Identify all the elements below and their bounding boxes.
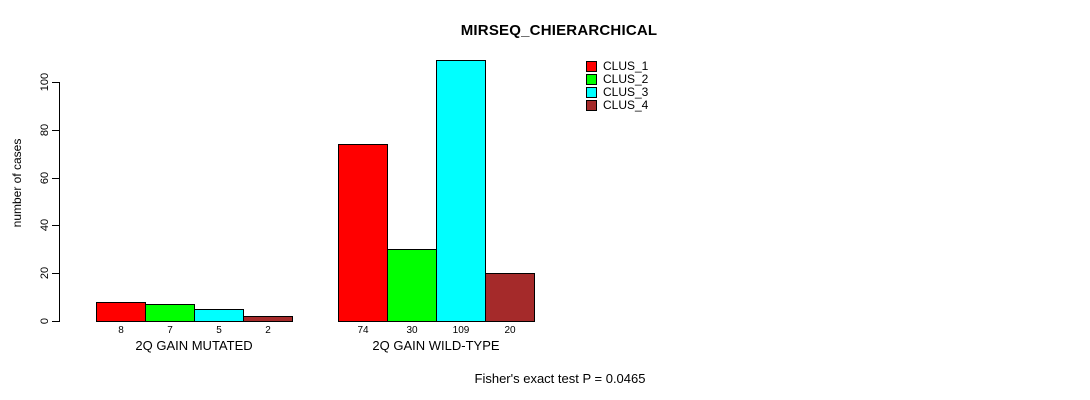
bar-clus_2-group1	[145, 304, 195, 322]
category-label: 2Q GAIN MUTATED	[135, 338, 253, 353]
legend-item-clus_3: CLUS_3	[586, 85, 649, 99]
bar-clus_3-group2	[436, 60, 486, 322]
legend-swatch-icon	[586, 61, 597, 72]
bar-clus_1-group2	[338, 144, 388, 322]
y-axis-label: number of cases	[10, 138, 24, 228]
y-axis-line	[59, 82, 60, 322]
y-tick-label: 20	[39, 266, 51, 280]
y-tick-mark	[52, 225, 59, 226]
legend-item-clus_2: CLUS_2	[586, 72, 649, 86]
annotation-text: Fisher's exact test P = 0.0465	[474, 371, 646, 386]
bar-clus_2-group2	[387, 249, 437, 322]
legend-swatch-icon	[586, 74, 597, 85]
legend-label: CLUS_2	[603, 72, 649, 86]
bar-value-label: 20	[504, 325, 516, 336]
y-tick-label: 0	[39, 317, 51, 325]
bar-value-label: 109	[452, 325, 470, 336]
y-tick-label: 40	[39, 218, 51, 232]
bar-clus_4-group1	[243, 316, 293, 322]
legend-item-clus_1: CLUS_1	[586, 59, 649, 73]
legend-label: CLUS_1	[603, 59, 649, 73]
y-tick-mark	[52, 82, 59, 83]
legend-label: CLUS_4	[603, 98, 649, 112]
bar-clus_3-group1	[194, 309, 244, 322]
y-tick-mark	[52, 321, 59, 322]
y-tick-label: 60	[39, 171, 51, 185]
category-label: 2Q GAIN WILD-TYPE	[372, 338, 500, 353]
y-tick-mark	[52, 273, 59, 274]
legend-item-clus_4: CLUS_4	[586, 98, 649, 112]
legend-swatch-icon	[586, 100, 597, 111]
y-tick-mark	[52, 130, 59, 131]
legend: CLUS_1 CLUS_2 CLUS_3 CLUS_4	[586, 59, 649, 113]
bar-value-label: 7	[167, 325, 173, 336]
legend-swatch-icon	[586, 87, 597, 98]
bar-value-label: 2	[265, 325, 271, 336]
bar-value-label: 8	[118, 325, 124, 336]
bar-value-label: 74	[357, 325, 369, 336]
chart-title: MIRSEQ_CHIERARCHICAL	[460, 22, 658, 39]
bar-clus_4-group2	[485, 273, 535, 322]
bar-value-label: 30	[406, 325, 418, 336]
bar-value-label: 5	[216, 325, 222, 336]
bar-clus_1-group1	[96, 302, 146, 322]
y-tick-label: 80	[39, 123, 51, 137]
y-tick-mark	[52, 178, 59, 179]
y-tick-label: 100	[39, 72, 51, 92]
legend-label: CLUS_3	[603, 85, 649, 99]
